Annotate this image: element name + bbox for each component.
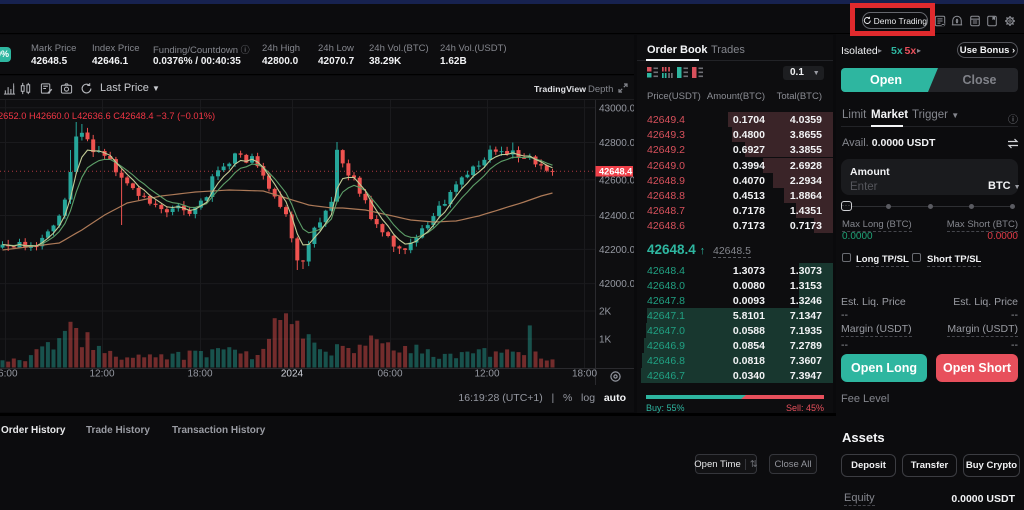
svg-text:42000.0: 42000.0 bbox=[599, 279, 634, 290]
svg-text:2024: 2024 bbox=[281, 369, 304, 380]
svg-text:42600.0: 42600.0 bbox=[599, 175, 634, 186]
svg-text:1K: 1K bbox=[599, 335, 612, 346]
svg-text:42648.4: 42648.4 bbox=[599, 167, 633, 177]
svg-text:2K: 2K bbox=[599, 307, 612, 318]
svg-text:12:00: 12:00 bbox=[89, 369, 114, 380]
svg-text:42200.0: 42200.0 bbox=[599, 245, 634, 256]
svg-text:18:00: 18:00 bbox=[572, 369, 597, 380]
svg-text:42400.0: 42400.0 bbox=[599, 211, 634, 222]
svg-text:2652.0 H42660.0 L42636.6 C4264: 2652.0 H42660.0 L42636.6 C42648.4 −3.7 (… bbox=[0, 111, 215, 121]
svg-text:43000.0: 43000.0 bbox=[599, 103, 634, 114]
svg-text:18:00: 18:00 bbox=[187, 369, 212, 380]
svg-text:12:00: 12:00 bbox=[474, 369, 499, 380]
svg-text:42800.0: 42800.0 bbox=[599, 138, 634, 149]
svg-text:06:00: 06:00 bbox=[377, 369, 402, 380]
svg-text:06:00: 06:00 bbox=[0, 369, 18, 380]
